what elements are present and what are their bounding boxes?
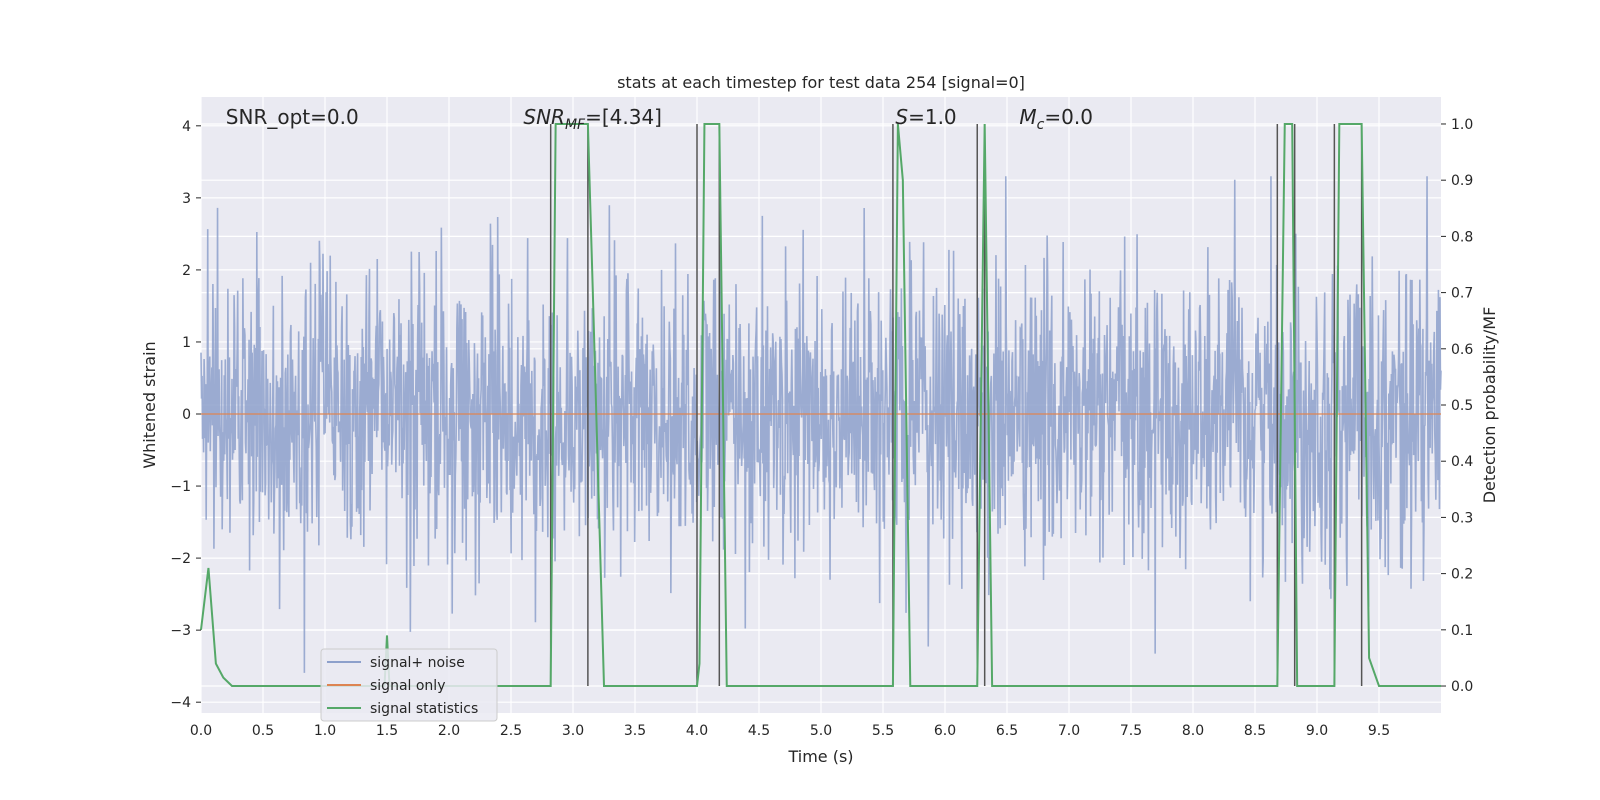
x-tick-label: 6.5 [996, 723, 1018, 739]
x-tick-label: 0.5 [252, 723, 274, 739]
y2-tick-label: 0.0 [1451, 679, 1473, 695]
y-tick-label: 1 [182, 335, 191, 351]
y-tick-label: −4 [170, 695, 191, 711]
x-tick-label: 2.0 [438, 723, 460, 739]
x-tick-label: 4.0 [686, 723, 708, 739]
x-tick-label: 5.5 [872, 723, 894, 739]
x-axis-label: Time (s) [787, 747, 853, 766]
y-axis-label: Whitened strain [140, 341, 159, 468]
x-tick-label: 9.5 [1368, 723, 1390, 739]
annotation-0: SNR_opt=0.0 [226, 105, 359, 129]
annotation-2: S=1.0 [895, 105, 956, 129]
x-tick-label: 7.0 [1058, 723, 1080, 739]
y2-tick-label: 0.7 [1451, 286, 1473, 302]
x-tick-label: 8.0 [1182, 723, 1204, 739]
legend-label-signal-only: signal only [370, 678, 445, 694]
y2-axis-ticks: 0.0 0.1 0.2 0.3 0.4 0.5 0.6 0.7 0.8 0.9 1.0 [1441, 117, 1473, 695]
x-tick-label: 1.5 [376, 723, 398, 739]
y-tick-label: −2 [170, 551, 191, 567]
x-tick-label: 3.5 [624, 723, 646, 739]
signal-statistics-line [200, 122, 1441, 688]
y-tick-label: −3 [170, 623, 191, 639]
y2-tick-label: 1.0 [1451, 117, 1473, 133]
legend-label-statistics: signal statistics [370, 701, 478, 717]
annotations: SNR_opt=0.0 SNRMF=[4.34] S=1.0 Mc=0.0 [226, 105, 1093, 133]
y2-tick-label: 0.4 [1451, 454, 1473, 470]
x-tick-label: 3.0 [562, 723, 584, 739]
y-tick-label: −1 [170, 479, 191, 495]
x-axis-ticks: 0.0 0.5 1.0 1.5 2.0 2.5 3.0 3.5 4.0 4.5 5.0 5.5 6.0 6… [190, 723, 1390, 739]
y-tick-label: 2 [182, 263, 191, 279]
y-tick-label: 3 [182, 191, 191, 207]
y-axis-ticks: −4 −3 −2 −1 0 1 2 3 4 [170, 119, 201, 711]
y2-axis-label: Detection probability/MF [1480, 307, 1499, 504]
x-tick-label: 4.5 [748, 723, 770, 739]
y2-tick-label: 0.9 [1451, 173, 1473, 189]
x-tick-label: 8.5 [1244, 723, 1266, 739]
x-tick-label: 6.0 [934, 723, 956, 739]
y2-tick-label: 0.2 [1451, 567, 1473, 583]
legend-label-noise: signal+ noise [370, 655, 465, 671]
legend-box [320, 648, 498, 722]
y-tick-label: 0 [182, 407, 191, 423]
x-tick-label: 7.5 [1120, 723, 1142, 739]
x-tick-label: 9.0 [1306, 723, 1328, 739]
y-tick-label: 4 [182, 119, 191, 135]
x-tick-label: 1.0 [314, 723, 336, 739]
y2-tick-label: 0.5 [1451, 398, 1473, 414]
y2-tick-label: 0.3 [1451, 510, 1473, 526]
legend: signal+ noise signal only signal statist… [320, 648, 498, 722]
x-tick-label: 0.0 [190, 723, 212, 739]
signal-noise-series [200, 176, 1442, 673]
signal-noise-line [200, 176, 1442, 673]
annotation-1: SNRMF=[4.34] [523, 105, 662, 133]
y2-tick-label: 0.1 [1451, 623, 1473, 639]
x-tick-label: 2.5 [500, 723, 522, 739]
y2-tick-label: 0.6 [1451, 342, 1473, 358]
chart-title: stats at each timestep for test data 254… [617, 73, 1025, 92]
x-tick-label: 5.0 [810, 723, 832, 739]
y2-tick-label: 0.8 [1451, 229, 1473, 245]
annotation-3: Mc=0.0 [1019, 105, 1093, 133]
signal-statistics-series [200, 122, 1441, 688]
